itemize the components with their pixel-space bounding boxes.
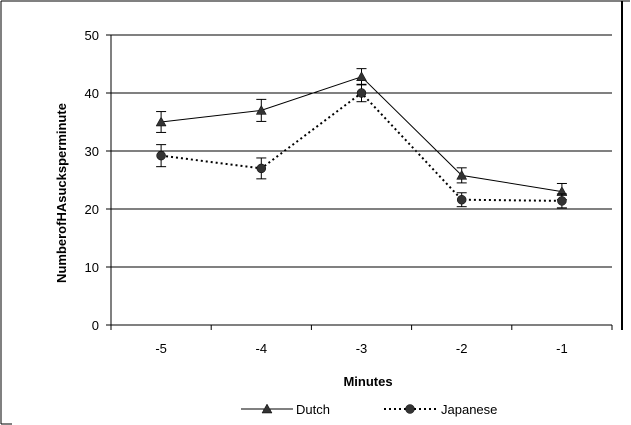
data-point-japanese bbox=[356, 88, 367, 98]
legend-marker-japanese bbox=[405, 404, 415, 414]
x-tick-label: -2 bbox=[456, 341, 468, 356]
data-point-dutch bbox=[356, 71, 367, 82]
x-tick-label: -1 bbox=[556, 341, 568, 356]
legend: Dutch Japanese bbox=[241, 402, 497, 417]
data-point-dutch bbox=[155, 116, 167, 127]
x-tick-label: -3 bbox=[356, 341, 368, 356]
x-tick-labels: -5 -4 -3 -2 -1 bbox=[155, 341, 567, 356]
x-axis-title: Minutes bbox=[343, 374, 392, 389]
data-point-dutch bbox=[456, 169, 468, 180]
series-lines bbox=[155, 68, 568, 209]
data-point-japanese bbox=[456, 194, 467, 205]
legend-label-japanese: Japanese bbox=[441, 402, 497, 417]
y-tick-label: 10 bbox=[85, 260, 99, 275]
data-point-japanese bbox=[156, 150, 166, 161]
series-line-japanese bbox=[160, 91, 562, 202]
data-point-japanese bbox=[256, 163, 267, 174]
gridlines bbox=[111, 34, 612, 268]
y-tick-label: 40 bbox=[85, 86, 99, 101]
legend-label-dutch: Dutch bbox=[296, 402, 330, 417]
legend-marker-dutch bbox=[261, 403, 273, 414]
axes bbox=[106, 34, 613, 330]
data-point-japanese bbox=[557, 196, 567, 206]
data-point-dutch bbox=[255, 104, 267, 115]
y-axis-title: NumberofHAsucksperminute bbox=[54, 103, 69, 283]
x-tick-label: -4 bbox=[256, 341, 268, 356]
x-tick-label: -5 bbox=[155, 341, 167, 356]
y-tick-label: 0 bbox=[92, 318, 99, 333]
y-tick-label: 20 bbox=[85, 202, 99, 217]
y-tick-labels: 0 10 20 30 40 50 bbox=[85, 28, 99, 333]
y-tick-label: 50 bbox=[85, 28, 99, 43]
y-tick-label: 30 bbox=[85, 144, 99, 159]
